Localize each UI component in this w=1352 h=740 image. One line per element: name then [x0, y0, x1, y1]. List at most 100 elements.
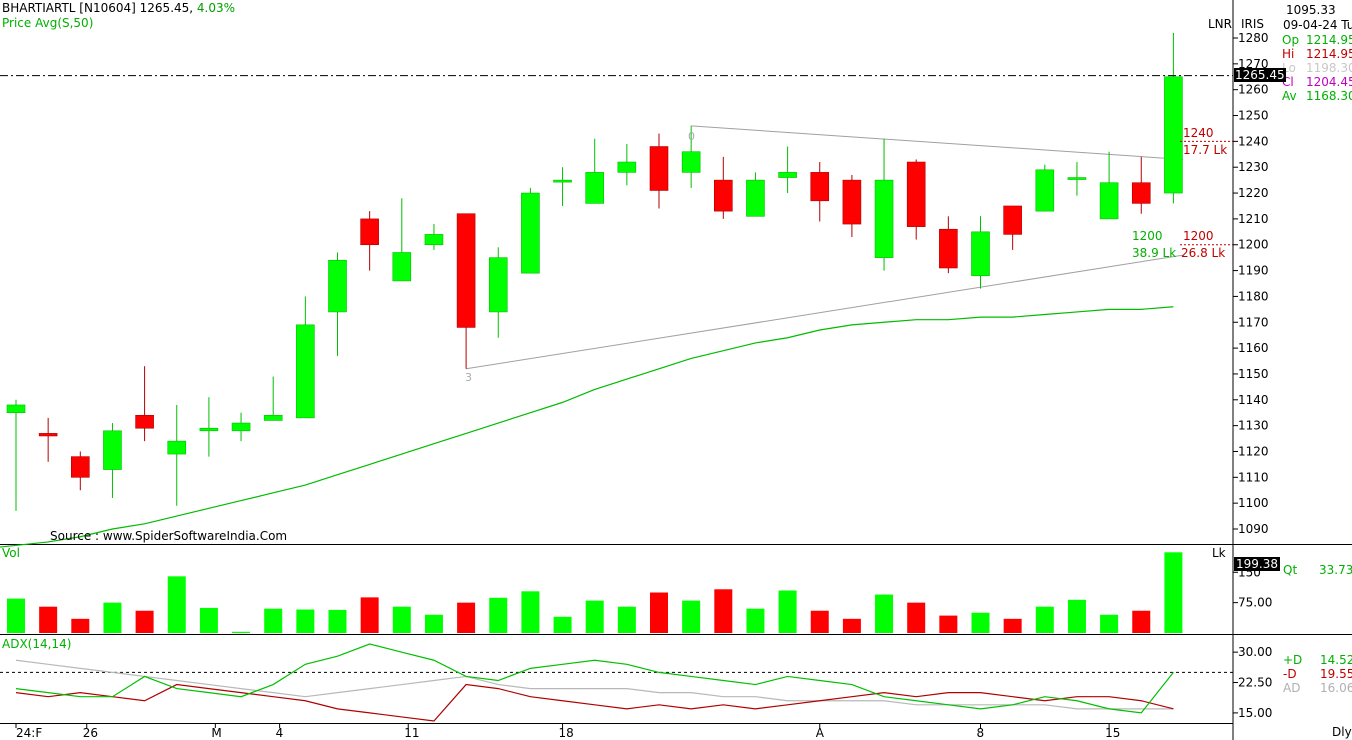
candle-up: [1067, 177, 1087, 180]
candle-up: [1164, 76, 1183, 194]
candle-up: [971, 231, 990, 277]
ohlc-row-open: Op: [1282, 33, 1299, 47]
lower-red-volume-label: 26.8 Lk: [1181, 246, 1226, 260]
candle-down: [38, 433, 58, 437]
volume-bar: [1132, 610, 1151, 633]
volume-bar: [842, 618, 861, 633]
volume-bar: [746, 608, 765, 633]
candle-up: [553, 179, 572, 183]
chart-header: BHARTIARTL [N10604] 1265.45, 4.03%: [2, 1, 235, 15]
volume-last-tag: 199.38: [1234, 557, 1280, 571]
volume-bar: [1164, 552, 1183, 633]
adx-line: [15, 659, 1174, 710]
volume-bar: [71, 618, 90, 633]
price-tick-label: 1260: [1238, 83, 1269, 97]
candle-up: [199, 427, 219, 432]
time-tick-label: 18: [559, 726, 574, 740]
volume-bar: [907, 602, 926, 633]
ohlc-value: 1168.30: [1306, 89, 1352, 103]
candle-up: [778, 172, 797, 178]
price-tick-label: 1220: [1238, 186, 1269, 200]
ohlc-value: 1204.45: [1306, 75, 1352, 89]
time-tick-label: M: [211, 726, 221, 740]
volume-bar: [7, 598, 25, 633]
price-tick-label: 1170: [1238, 315, 1269, 329]
adx-legend-value: 16.06: [1320, 681, 1352, 695]
top-right-value: 1095.33: [1286, 3, 1336, 17]
indicator-label: Price Avg(S,50): [2, 16, 94, 30]
adx-lines-group: 15.00 22.50 30.00: [0, 643, 1272, 722]
price-tick-label: 1230: [1238, 160, 1269, 174]
iris-toggle[interactable]: IRIS: [1241, 17, 1265, 31]
volume-bar: [778, 590, 797, 633]
candle-down: [810, 172, 830, 202]
volume-label: Vol: [2, 546, 20, 560]
volume-bar: [617, 606, 636, 633]
candle-down: [906, 161, 926, 227]
adx-legend-key: +D: [1283, 653, 1303, 667]
price-tick-label: 1150: [1238, 367, 1269, 381]
volume-bar: [135, 610, 154, 633]
adx-legend-value: 19.55: [1320, 667, 1352, 681]
time-tick-label: 15: [1105, 726, 1120, 740]
volume-bar: [1003, 618, 1022, 633]
current-price-tag: 1265.45: [1234, 68, 1286, 82]
candle-up: [1099, 182, 1119, 220]
volume-bar: [939, 615, 958, 633]
symbol-label: BHARTIARTL [N10604]: [2, 1, 136, 15]
time-tick-label: 24:F: [16, 726, 42, 740]
adx-tick-label: 15.00: [1238, 706, 1272, 720]
volume-bar: [489, 597, 508, 633]
volume-bar: [103, 602, 122, 633]
time-tick-label: 26: [83, 726, 98, 740]
candle-up: [103, 430, 122, 470]
ohlc-value: 1214.95: [1306, 33, 1352, 47]
ohlc-value: 1214.95: [1306, 47, 1352, 61]
lnr-toggle[interactable]: LNR: [1208, 17, 1232, 31]
candle-up: [296, 324, 315, 419]
trendline: [691, 125, 1184, 160]
volume-bar: [360, 597, 379, 633]
price-tick-label: 1280: [1238, 31, 1269, 45]
volume-bar: [971, 612, 990, 633]
candles-group: [6, 32, 1183, 511]
adx-legend-key: -D: [1283, 667, 1297, 681]
price-tick-label: 1090: [1238, 522, 1269, 536]
timeframe-label[interactable]: Dly: [1332, 725, 1352, 739]
volume-bar: [296, 609, 315, 633]
lower-red-level-label: 1200: [1183, 229, 1214, 243]
candle-up: [617, 161, 637, 173]
volume-bar: [1100, 614, 1119, 633]
price-avg-line-group: [0, 306, 1174, 548]
time-tick-label: 11: [404, 726, 419, 740]
price-tick-label: 1120: [1238, 444, 1269, 458]
adx-tick-label: 22.50: [1238, 676, 1272, 690]
volume-bar: [714, 589, 733, 633]
candle-down: [939, 228, 958, 269]
candle-up: [1035, 169, 1055, 212]
volume-bar: [457, 602, 476, 633]
volume-bar: [1035, 606, 1054, 633]
time-axis-group: 24:F 26 M 4 11 18 A 8 15: [15, 723, 1120, 740]
time-tick-label: 8: [977, 726, 985, 740]
candle-down: [1131, 182, 1151, 204]
last-price: 1265.45,: [139, 1, 194, 15]
volume-bar: [521, 591, 540, 633]
candle-down: [842, 179, 862, 225]
volume-bar: [650, 592, 668, 633]
price-tick-label: 1110: [1238, 470, 1269, 484]
ohlc-value: 1198.30: [1306, 61, 1352, 75]
candle-up: [231, 422, 251, 432]
volume-bar: [875, 594, 894, 633]
candle-down: [713, 179, 733, 212]
candle-down: [649, 146, 669, 191]
volume-bar: [199, 607, 218, 633]
candle-up: [392, 252, 412, 282]
candle-down: [360, 218, 379, 246]
candle-up: [681, 151, 701, 173]
candle-up: [328, 259, 347, 313]
adx-label: ADX(14,14): [2, 637, 72, 651]
price-tick-label: 1130: [1238, 419, 1269, 433]
